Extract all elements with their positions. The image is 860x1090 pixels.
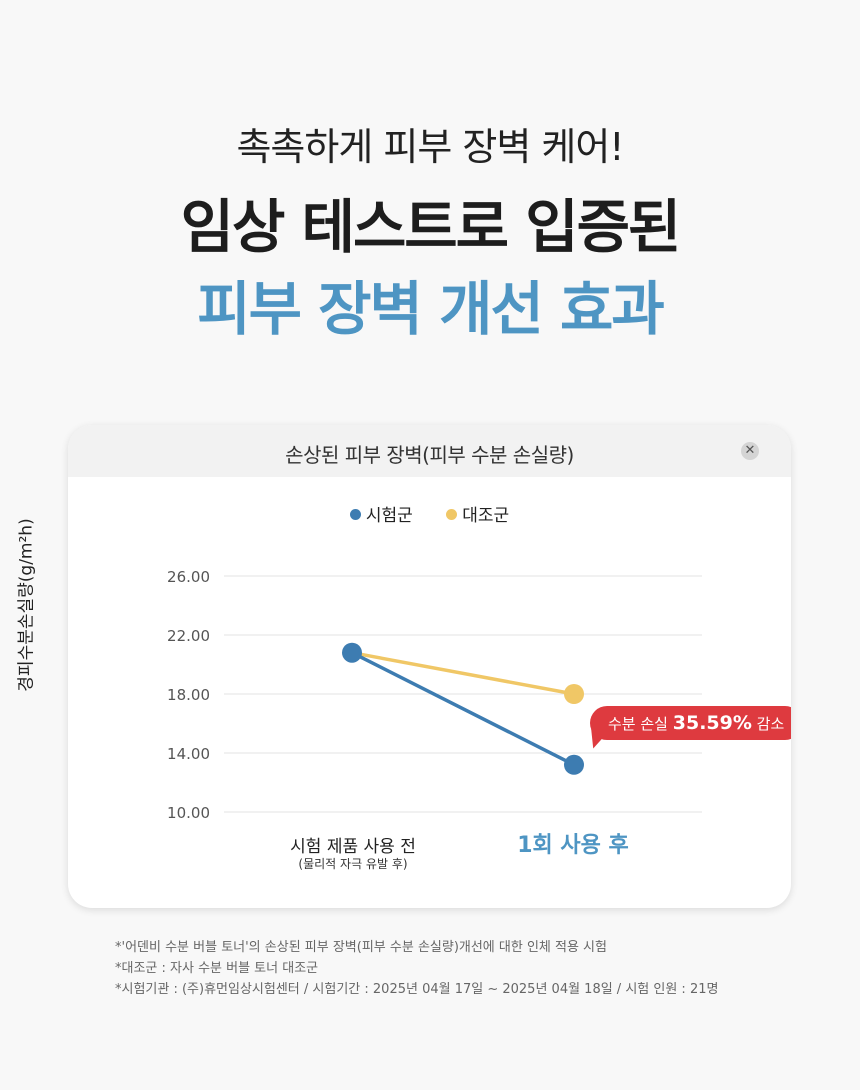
y-tick-label: 18.00 (167, 686, 210, 704)
y-tick-label: 14.00 (167, 745, 210, 763)
data-point-0-1 (564, 754, 584, 775)
x-tick-note: (물리적 자극 유발 후) (298, 857, 408, 871)
main-headline: 임상 테스트로 입증된 (180, 193, 682, 261)
x-tick-label-after: 1회 사용 후 (517, 833, 629, 858)
sub-headline: 촉촉하게 피부 장벽 케어! (236, 125, 624, 169)
series-line-1 (350, 650, 576, 696)
highlight-headline: 피부 장벽 개선 효과 (197, 275, 664, 343)
series-line-0 (350, 650, 576, 767)
card-header: 손상된 피부 장벽(피부 수분 손실량) ✕ (68, 425, 791, 477)
line-chart: 26.00 22.00 18.00 14.00 10.00 (167, 568, 702, 822)
close-icon[interactable]: ✕ (741, 442, 759, 460)
badge-prefix: 수분 손실 (608, 715, 673, 733)
y-tick-label: 10.00 (167, 804, 210, 822)
reduction-badge: 수분 손실 35.59% 감소 (590, 706, 791, 740)
y-axis-title: 경피수분손실량(g/m²h) (16, 518, 37, 692)
legend-swatch-control (446, 509, 458, 520)
chart-legend: 시험군 대조군 (68, 501, 791, 526)
x-tick-label-before: 시험 제품 사용 전 (290, 837, 416, 857)
badge-value: 35.59% (672, 712, 752, 734)
legend-label-test: 시험군 (365, 506, 413, 526)
footnotes: *'어덴비 수분 버블 토너'의 손상된 피부 장벽(피부 수분 손실량)개선에… (115, 937, 718, 1000)
footnote-3: *시험기관 : (주)휴먼임상시험센터 / 시험기간 : 2025년 04월 1… (115, 982, 719, 997)
data-point-0-0 (342, 642, 362, 663)
y-tick-label: 22.00 (167, 627, 210, 645)
footnote-2: *대조군 : 자사 수분 버블 토너 대조군 (115, 961, 319, 976)
data-point-1-1 (564, 684, 584, 704)
y-tick-label: 26.00 (167, 568, 210, 586)
footnote-1: *'어덴비 수분 버블 토너'의 손상된 피부 장벽(피부 수분 손실량)개선에… (115, 940, 607, 955)
legend-swatch-test (349, 509, 361, 520)
card-title: 손상된 피부 장벽(피부 수분 손실량) (285, 443, 574, 467)
legend-item-control: 대조군 (446, 501, 509, 526)
legend-item-test: 시험군 (349, 501, 413, 526)
legend-label-control: 대조군 (462, 506, 510, 526)
chart-card: 손상된 피부 장벽(피부 수분 손실량) ✕ 시험군 대조군 26.00 22.0… (68, 425, 791, 908)
badge-suffix: 감소 (751, 715, 785, 733)
